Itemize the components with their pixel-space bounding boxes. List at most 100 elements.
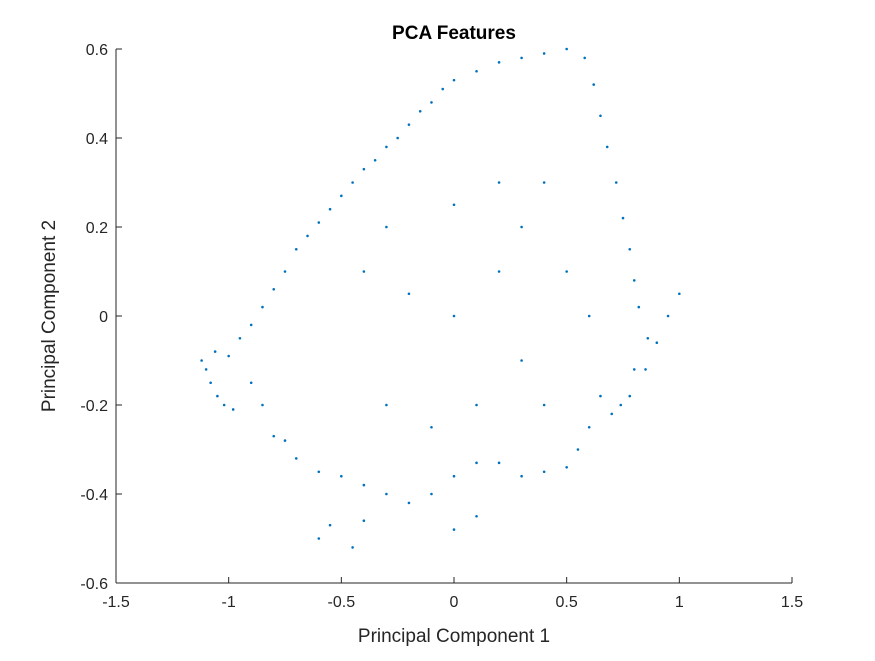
x-tick-label: -1.5 [102, 594, 130, 611]
scatter-point [430, 101, 433, 104]
chart-title: PCA Features [392, 23, 516, 44]
scatter-point [418, 110, 422, 113]
scatter-point [283, 270, 287, 273]
scatter-point [340, 194, 343, 198]
scatter-point [632, 279, 636, 282]
scatter-point [565, 270, 568, 273]
scatter-point [227, 354, 230, 358]
scatter-point [213, 350, 217, 353]
scatter-point [294, 457, 298, 460]
scatter-point [614, 181, 618, 184]
scatter-point [385, 492, 388, 496]
scatter-point [587, 425, 591, 429]
scatter-point [238, 336, 242, 340]
scatter-point [294, 247, 298, 251]
scatter-point [592, 83, 596, 86]
scatter-point [542, 403, 546, 407]
axes: -1.5 -1 -0.5 0 0.5 1 1.5 -0.6 -0.4 -0.2 0 0.2 0.4 0.… [80, 42, 803, 611]
scatter-point [628, 394, 632, 398]
scatter-point [637, 305, 641, 309]
scatter-point [452, 474, 456, 478]
scatter-point [441, 87, 445, 91]
y-tick-label: -0.2 [80, 398, 108, 415]
scatter-point [678, 292, 681, 296]
scatter-point [542, 181, 546, 184]
scatter-point [362, 270, 366, 273]
scatter-point [249, 381, 253, 385]
scatter-point [497, 270, 501, 273]
scatter-point [655, 341, 659, 345]
scatter-point [261, 305, 264, 309]
scatter-point [317, 470, 321, 474]
scatter-point [452, 528, 456, 531]
scatter-point [610, 412, 614, 416]
scatter-point [204, 368, 208, 371]
scatter-point [599, 114, 602, 118]
scatter-point [249, 323, 253, 327]
scatter-point [452, 78, 456, 82]
scatter-point [475, 69, 478, 73]
scatter-point [475, 461, 478, 465]
scatter-point [628, 247, 632, 251]
scatter-point [272, 288, 276, 291]
scatter-point [520, 225, 523, 229]
scatter-point [475, 403, 478, 407]
scatter-point [283, 439, 287, 442]
scatter-point [351, 546, 354, 549]
y-tick-label: 0.6 [86, 42, 108, 59]
scatter-point [317, 537, 321, 540]
scatter-points [200, 47, 681, 549]
scatter-point [396, 136, 399, 140]
scatter-point [520, 474, 523, 478]
scatter-point [430, 425, 433, 429]
x-tick-label: 0.5 [556, 594, 578, 611]
scatter-point [261, 403, 264, 407]
x-axis-ticks: -1.5 -1 -0.5 0 0.5 1 1.5 [102, 577, 803, 611]
scatter-point [362, 167, 366, 171]
scatter-point [385, 403, 388, 407]
scatter-point [306, 234, 309, 238]
y-axis-ticks: -0.6 -0.4 -0.2 0 0.2 0.4 0.6 [80, 42, 122, 593]
x-tick-label: 1 [675, 594, 684, 611]
scatter-point [362, 483, 366, 487]
scatter-point [646, 336, 650, 340]
scatter-point [605, 145, 609, 149]
scatter-point [632, 368, 636, 371]
scatter-point [599, 394, 602, 398]
x-tick-label: -0.5 [328, 594, 356, 611]
scatter-point [272, 434, 276, 438]
x-tick-label: 1.5 [781, 594, 803, 611]
scatter-point [231, 408, 235, 411]
scatter-point [497, 61, 501, 64]
scatter-point [216, 394, 219, 398]
scatter-point [317, 221, 321, 224]
scatter-point [407, 292, 411, 296]
scatter-point [407, 123, 411, 126]
scatter-point [452, 203, 456, 207]
x-axis-label: Principal Component 1 [358, 626, 550, 647]
scatter-point [328, 207, 332, 211]
scatter-point [209, 381, 212, 385]
scatter-point [222, 403, 226, 407]
scatter-point [497, 461, 501, 465]
x-tick-label: -1 [222, 594, 236, 611]
scatter-point [328, 523, 332, 527]
scatter-point [385, 145, 388, 149]
scatter-point [621, 216, 625, 220]
scatter-point [497, 181, 501, 184]
scatter-point [576, 448, 580, 451]
scatter-point [520, 56, 523, 60]
scatter-point [373, 158, 377, 162]
scatter-point [619, 403, 623, 407]
scatter-point [351, 181, 354, 184]
scatter-point [565, 47, 568, 51]
x-tick-label: 0 [450, 594, 459, 611]
y-tick-label: 0.4 [86, 131, 108, 148]
scatter-point [542, 52, 546, 55]
scatter-point [340, 474, 343, 478]
y-tick-label: -0.6 [80, 576, 108, 593]
y-axis-label: Principal Component 2 [39, 220, 60, 412]
